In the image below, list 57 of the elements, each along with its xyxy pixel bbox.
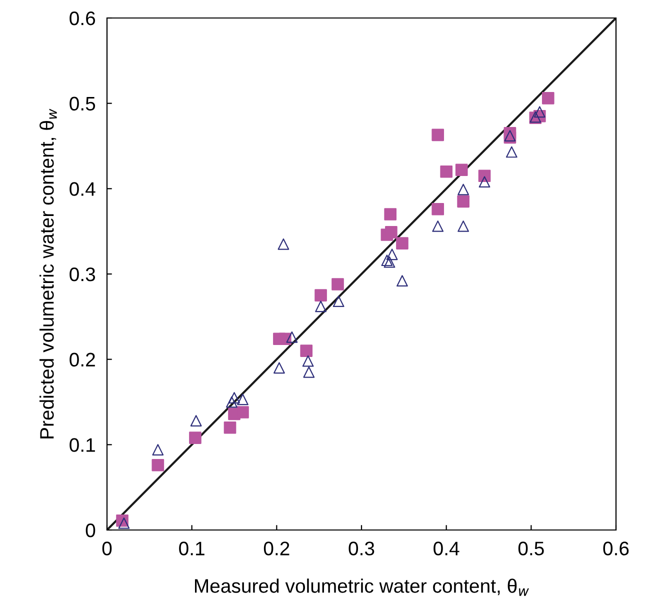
- x-tick-label: 0: [102, 542, 112, 556]
- point: [286, 331, 298, 343]
- x-axis-title: Measured volumetric water content, θ$_{w}$: [195, 578, 529, 596]
- y-tick-label: 0.3: [70, 267, 96, 282]
- point: [189, 432, 202, 444]
- point: [228, 392, 240, 404]
- point: [384, 208, 397, 220]
- point: [506, 146, 518, 158]
- point: [396, 275, 408, 287]
- point: [118, 517, 130, 529]
- point: [432, 202, 444, 216]
- y-tick-label: 0.5: [70, 96, 96, 111]
- point: [457, 195, 470, 208]
- point: [478, 170, 491, 182]
- point: [300, 344, 313, 357]
- x-tick-label: 0.6: [603, 542, 629, 556]
- x-tick-label: 0.4: [434, 542, 460, 556]
- point: [478, 176, 490, 188]
- point: [504, 130, 516, 142]
- x-tick-label: 0.2: [264, 542, 290, 556]
- point: [152, 444, 164, 456]
- point: [455, 164, 468, 176]
- y-axis-title: Predicted volumetric water content, θ$_{w}$: [40, 108, 57, 438]
- y-tick-label: 0.1: [70, 438, 95, 452]
- point: [226, 396, 238, 408]
- point: [534, 106, 546, 118]
- x-tick-label: 0.5: [518, 542, 544, 556]
- point: [224, 421, 236, 434]
- point: [152, 458, 164, 472]
- point: [315, 300, 326, 312]
- x-tick-label: 0.1: [179, 542, 204, 556]
- point: [384, 256, 396, 268]
- point: [190, 415, 202, 426]
- x-tick-label: 0.3: [348, 542, 374, 556]
- point: [432, 128, 444, 142]
- point: [278, 238, 290, 250]
- point: [542, 92, 554, 104]
- y-tick-label: 0.6: [70, 11, 96, 26]
- point: [274, 362, 285, 374]
- point: [303, 366, 315, 378]
- point: [386, 248, 398, 260]
- y-tick-label: 0: [86, 523, 96, 538]
- y-tick-label: 0.2: [70, 352, 95, 367]
- point: [332, 296, 344, 308]
- point: [332, 278, 344, 290]
- point: [458, 184, 470, 196]
- y-tick-label: 0.4: [70, 182, 96, 196]
- point: [432, 220, 444, 232]
- point: [236, 406, 249, 418]
- point: [440, 165, 452, 178]
- point: [237, 394, 248, 406]
- point: [396, 237, 408, 250]
- point: [302, 355, 314, 367]
- point: [381, 254, 393, 266]
- point: [385, 226, 398, 238]
- point: [458, 220, 470, 232]
- point: [314, 289, 327, 302]
